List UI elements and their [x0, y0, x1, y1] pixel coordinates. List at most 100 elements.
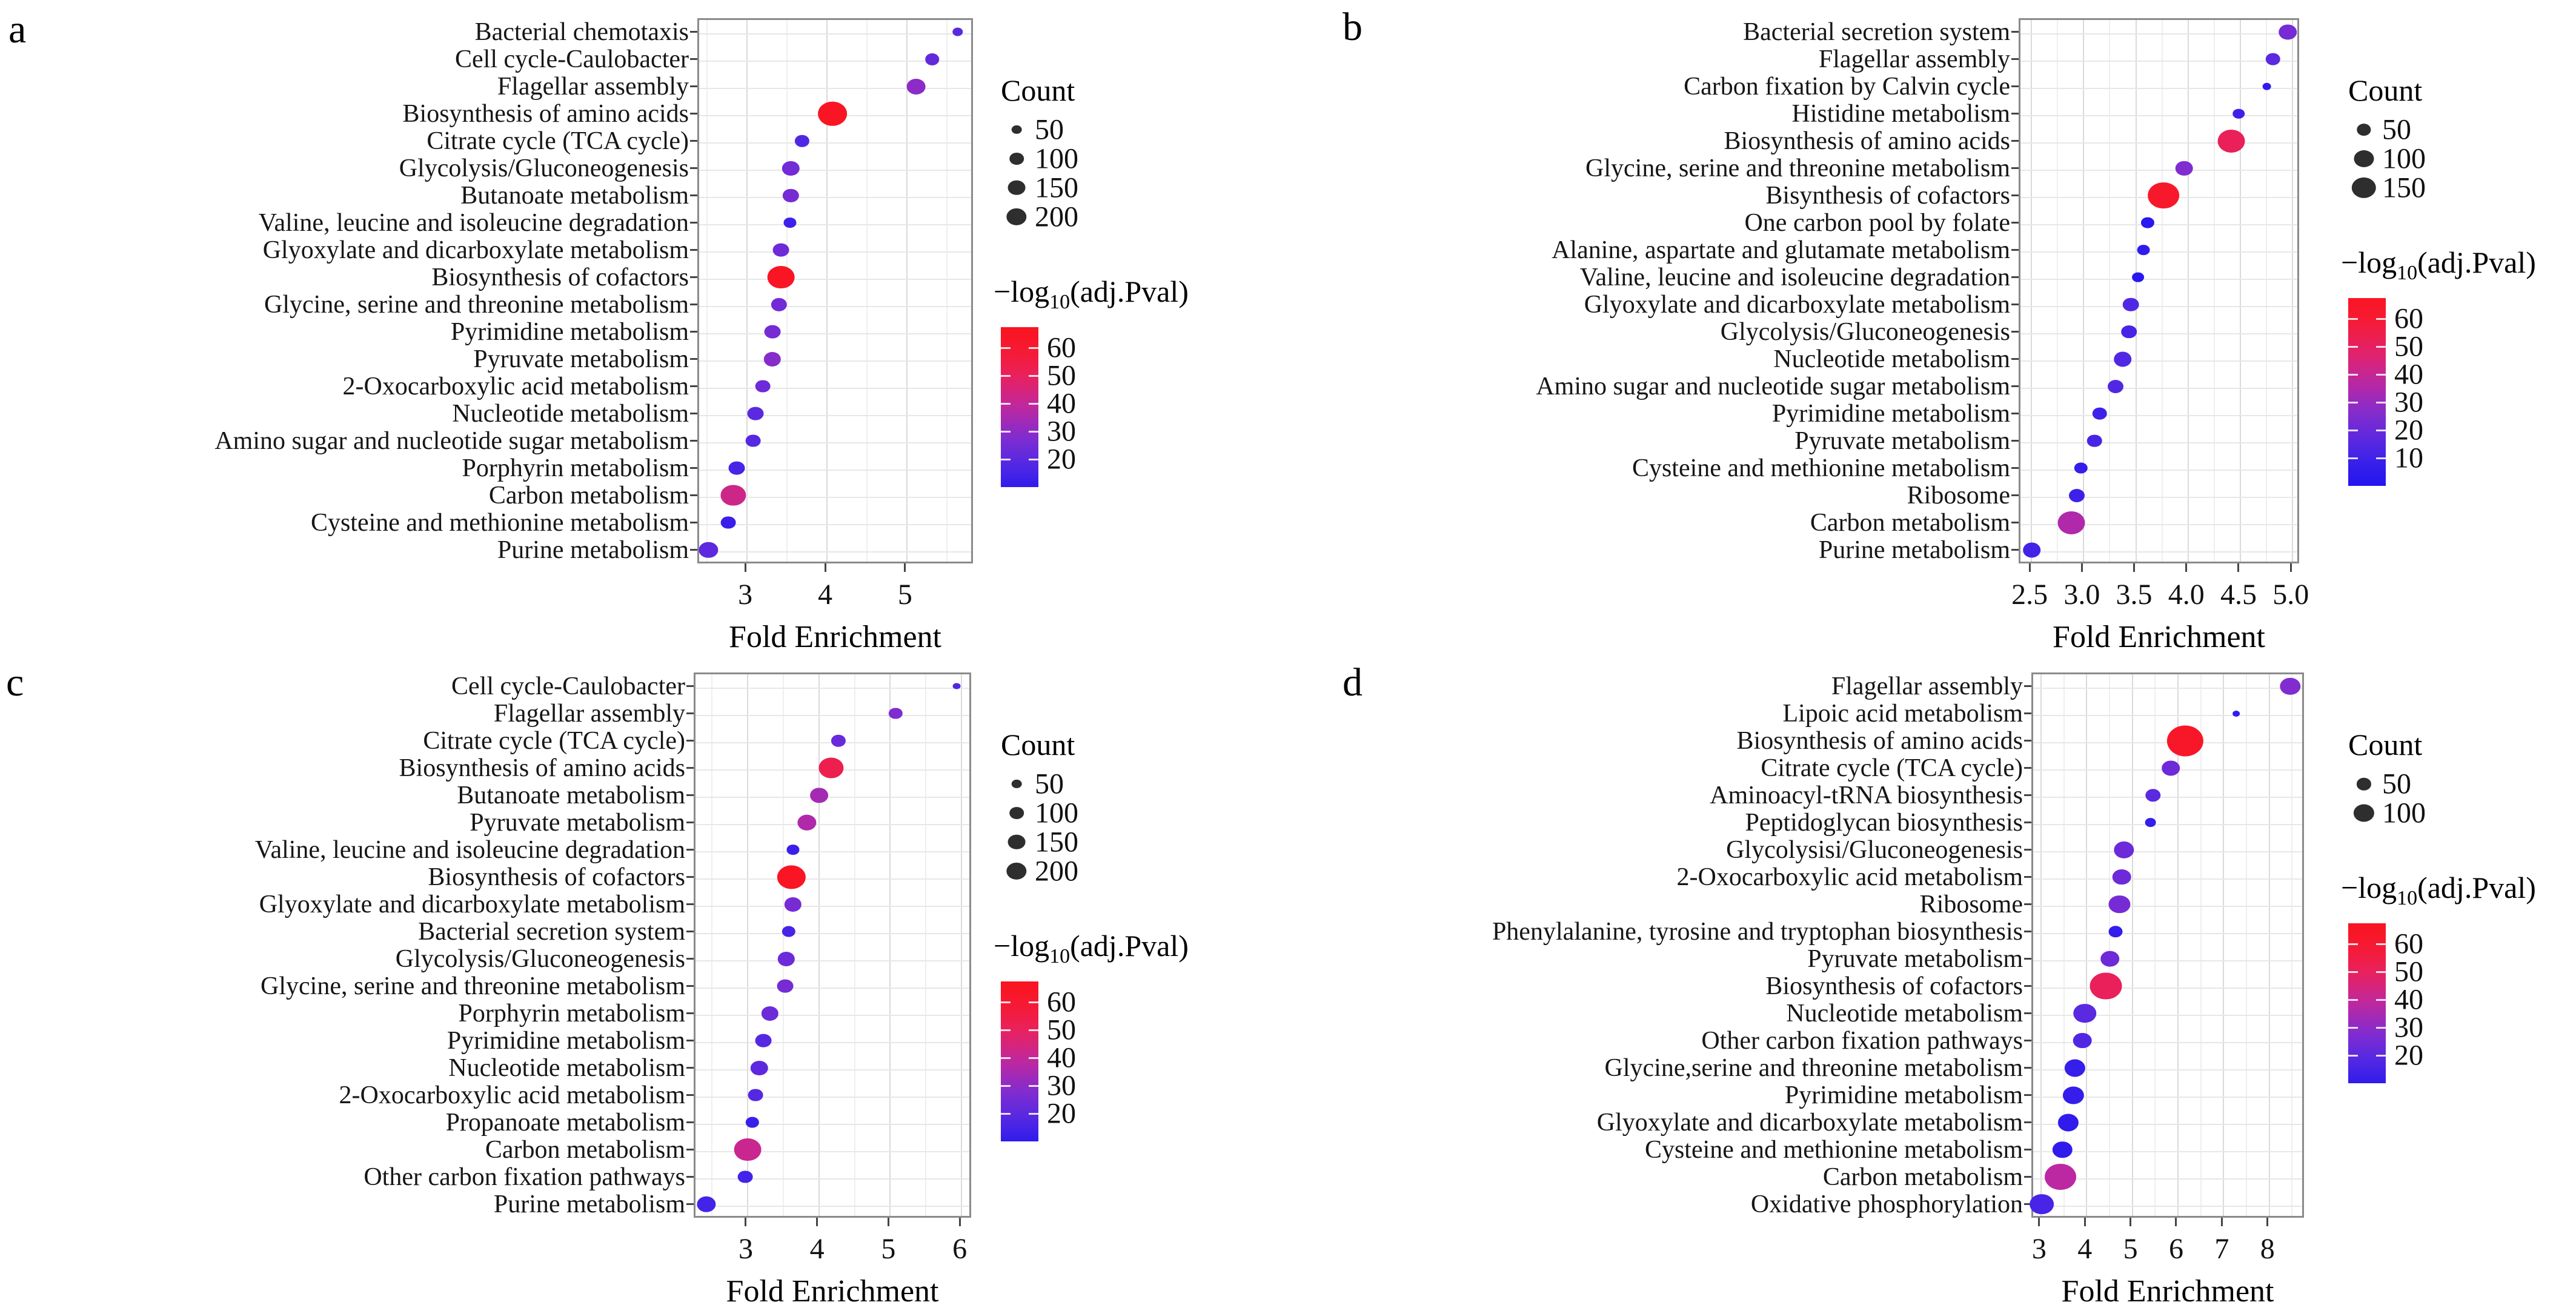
- data-point: [2092, 407, 2107, 420]
- y-axis-label: Propanoate metabolism: [445, 1108, 685, 1137]
- y-axis-label: Ribosome: [1919, 890, 2023, 918]
- gridline-minor: [2057, 20, 2059, 562]
- y-axis-label: Butanoate metabolism: [457, 781, 685, 809]
- y-axis-label: Cell cycle-Caulobacter: [455, 45, 689, 73]
- count-legend-dot: [2354, 150, 2374, 167]
- data-point: [2145, 817, 2157, 828]
- y-axis-tick: [690, 194, 697, 196]
- data-point: [2064, 1059, 2085, 1077]
- x-axis-tick-label: 3: [738, 579, 753, 611]
- data-point: [2022, 542, 2041, 558]
- data-point: [768, 265, 795, 289]
- pval-gradient-bar: [2348, 298, 2386, 486]
- y-axis-label: Carbon metabolism: [485, 1135, 685, 1164]
- gridline-major: [906, 20, 908, 562]
- data-point: [889, 708, 903, 719]
- y-axis-tick: [690, 31, 697, 33]
- x-axis-tick: [744, 563, 746, 572]
- y-axis-label: Glycine, serine and threonine metabolism: [1585, 154, 2010, 182]
- y-axis-tick: [2011, 413, 2019, 414]
- panel-b-letter: b: [1343, 5, 1363, 49]
- pval-bar-tick: [1029, 374, 1038, 377]
- data-point: [952, 683, 961, 689]
- gridline-row: [699, 251, 971, 253]
- pval-bar-tick: [2376, 317, 2386, 320]
- gridline-major: [2268, 674, 2270, 1216]
- y-axis-label: Bacterial secretion system: [418, 917, 685, 946]
- y-axis-tick: [2024, 1121, 2031, 1123]
- plot-area: [694, 672, 971, 1218]
- y-axis-tick: [686, 958, 694, 960]
- pval-legend-value: 50: [2394, 955, 2423, 988]
- y-axis-tick: [2024, 1203, 2031, 1205]
- count-legend-value: 150: [2382, 171, 2426, 204]
- pval-bar-tick: [1001, 1057, 1011, 1059]
- pval-bar-tick: [2376, 998, 2386, 1001]
- gridline-row: [2033, 987, 2302, 989]
- pval-legend-value: 10: [2394, 442, 2423, 474]
- pval-legend-title-part: (adj.Pval): [1070, 274, 1189, 308]
- data-point: [2232, 108, 2245, 119]
- pval-bar-tick: [1029, 1029, 1038, 1031]
- x-axis-tick-label: 4: [809, 1233, 825, 1265]
- y-axis-tick: [686, 1012, 694, 1014]
- y-axis-label: Pyrimidine metabolism: [1771, 399, 2010, 428]
- count-legend-dot: [2353, 804, 2375, 822]
- pval-bar-tick: [1001, 347, 1011, 349]
- x-axis-tick-label: 4.5: [2220, 579, 2257, 611]
- pval-bar-tick: [2348, 401, 2358, 403]
- pval-legend-value: 20: [1047, 443, 1076, 476]
- gridline-row: [699, 305, 971, 307]
- gridline-minor: [2213, 20, 2215, 562]
- count-legend-dot: [1006, 208, 1027, 226]
- pval-legend-title-part: −log: [2341, 245, 2397, 279]
- x-axis-tick: [2133, 563, 2136, 572]
- x-axis-title: Fold Enrichment: [726, 1274, 939, 1308]
- count-legend-dot: [2356, 777, 2372, 791]
- gridline-major: [2135, 20, 2137, 562]
- pval-legend-value: 50: [1047, 1014, 1076, 1046]
- data-point: [2053, 1141, 2073, 1158]
- y-axis-label: Amino sugar and nucleotide sugar metabol…: [214, 427, 689, 455]
- x-axis-tick: [2266, 1218, 2269, 1226]
- y-axis-label: Valine, leucine and isoleucine degradati…: [254, 835, 685, 864]
- data-point: [745, 1117, 759, 1128]
- data-point: [2063, 1086, 2084, 1104]
- pval-bar-tick: [1029, 1057, 1038, 1059]
- pval-bar-tick: [2348, 1026, 2358, 1029]
- data-point: [2280, 677, 2301, 695]
- data-point: [2147, 182, 2179, 209]
- y-axis-label: Nucleotide metabolism: [448, 1054, 685, 1082]
- y-axis-label: Ribosome: [1907, 481, 2010, 510]
- pval-bar-tick: [2376, 457, 2386, 459]
- gridline-minor: [946, 20, 948, 562]
- gridline-minor: [866, 20, 868, 562]
- y-axis-label: Glycolysis/Gluconeogenesis: [395, 944, 685, 973]
- data-point: [773, 243, 789, 257]
- data-point: [2074, 462, 2088, 474]
- y-axis-label: Purine metabolism: [493, 1190, 685, 1218]
- pval-legend-title-part: −log: [994, 929, 1050, 963]
- y-axis-tick: [690, 222, 697, 224]
- pval-bar-tick: [1029, 458, 1038, 460]
- data-point: [2073, 1003, 2096, 1023]
- y-axis-tick: [690, 549, 697, 551]
- x-axis-tick: [958, 1218, 961, 1226]
- gridline-major: [2187, 20, 2189, 562]
- data-point: [697, 1196, 716, 1212]
- y-axis-tick: [686, 985, 694, 987]
- y-axis-tick: [690, 385, 697, 387]
- count-legend-value: 100: [2382, 142, 2426, 175]
- y-axis-label: Biosynthesis of cofactors: [1765, 972, 2023, 1000]
- gridline-row: [2020, 333, 2297, 334]
- y-axis-label: Biosynthesis of amino acids: [1736, 726, 2023, 755]
- gridline-row: [2033, 1205, 2302, 1207]
- pval-bar-tick: [2348, 457, 2358, 459]
- y-axis-tick: [2024, 712, 2031, 714]
- gridline-row: [2020, 442, 2297, 443]
- y-axis-tick: [2011, 167, 2019, 169]
- gridline-row: [695, 987, 969, 989]
- gridline-row: [699, 333, 971, 334]
- gridline-major: [746, 20, 748, 562]
